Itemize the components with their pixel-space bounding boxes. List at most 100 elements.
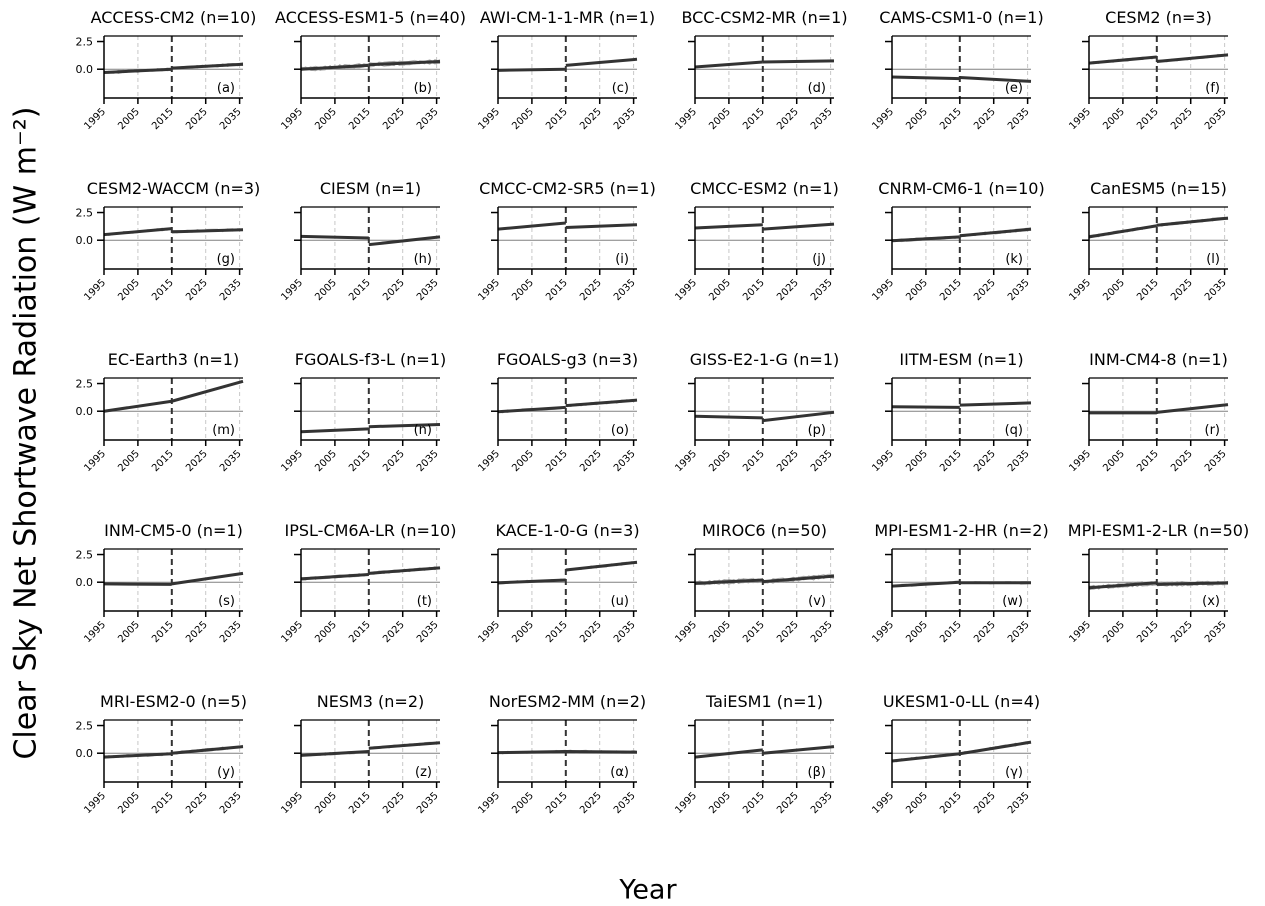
panel-title: ACCESS-ESM1-5 (n=40) xyxy=(275,8,466,27)
future-mean-line xyxy=(959,401,1032,407)
panel-title: CESM2 (n=3) xyxy=(1105,8,1212,27)
future-mean-line xyxy=(959,740,1032,756)
x-tick-label: 2005 xyxy=(116,790,142,816)
panel: INM-CM5-0 (n=1) 2.5 0.0 1995 2005 2015 2025 203… xyxy=(76,521,244,645)
x-tick-label: 2005 xyxy=(1101,106,1127,132)
x-tick-label: 1995 xyxy=(279,619,305,645)
y-tick-label: 2.5 xyxy=(76,549,94,562)
x-tick-label: 1995 xyxy=(476,277,502,303)
x-tick-label: 2035 xyxy=(1203,619,1229,645)
future-mean-line xyxy=(565,750,638,754)
x-tick-label: 1995 xyxy=(870,619,896,645)
historical-mean-line xyxy=(1088,224,1158,239)
panel: CanESM5 (n=15) 1995 2005 2015 2025 2035 (l) xyxy=(1067,179,1228,303)
x-tick-label: 2015 xyxy=(1135,277,1161,303)
panel-letter: (β) xyxy=(808,765,826,780)
panel-letter: (q) xyxy=(1005,423,1023,438)
panel-title: AWI-CM-1-1-MR (n=1) xyxy=(480,8,655,27)
future-mean-line xyxy=(171,745,244,755)
future-mean-line xyxy=(368,423,441,429)
x-tick-label: 2015 xyxy=(347,619,373,645)
x-tick-label: 2035 xyxy=(218,790,244,816)
x-tick-label: 2025 xyxy=(775,277,801,303)
x-tick-label: 2005 xyxy=(313,619,339,645)
y-tick-label: 2.5 xyxy=(76,36,94,49)
x-tick-label: 1995 xyxy=(673,106,699,132)
historical-mean-line xyxy=(1088,581,1157,590)
panel: BCC-CSM2-MR (n=1) 1995 2005 2015 2025 2035 (d) xyxy=(673,8,847,132)
x-tick-label: 2035 xyxy=(1006,277,1032,303)
x-tick-label: 2005 xyxy=(313,277,339,303)
panel: MPI-ESM1-2-LR (n=50) 1995 2005 2015 2025 2035… xyxy=(1067,521,1249,645)
x-tick-label: 2035 xyxy=(415,619,441,645)
future-mean-line xyxy=(368,59,441,67)
panel-letter: (y) xyxy=(217,765,235,780)
x-tick-label: 2015 xyxy=(544,619,570,645)
x-tick-label: 2005 xyxy=(1101,277,1127,303)
x-tick-label: 2015 xyxy=(347,448,373,474)
future-mean-line xyxy=(565,560,638,572)
x-tick-label: 1995 xyxy=(279,790,305,816)
panel-letter: (r) xyxy=(1205,423,1221,438)
panel-title: ACCESS-CM2 (n=10) xyxy=(91,8,257,27)
x-tick-label: 2025 xyxy=(972,790,998,816)
panel-title: MRI-ESM2-0 (n=5) xyxy=(100,692,247,711)
x-tick-label: 2005 xyxy=(116,277,142,303)
panel: MRI-ESM2-0 (n=5) 2.5 0.0 1995 2005 2015 2025 20… xyxy=(76,692,247,816)
x-tick-label: 1995 xyxy=(673,277,699,303)
x-tick-label: 2015 xyxy=(150,277,176,303)
x-tick-label: 2005 xyxy=(116,448,142,474)
x-tick-label: 2025 xyxy=(578,790,604,816)
future-mean-line xyxy=(368,741,441,750)
y-tick-label: 0.0 xyxy=(76,576,94,589)
x-tick-label: 2005 xyxy=(904,790,930,816)
panel-title: UKESM1-0-LL (n=4) xyxy=(883,692,1040,711)
x-tick-label: 2035 xyxy=(415,790,441,816)
x-tick-label: 2015 xyxy=(544,790,570,816)
panel-letter: (h) xyxy=(414,252,432,267)
x-tick-label: 2035 xyxy=(809,277,835,303)
historical-mean-line xyxy=(1088,55,1157,65)
historical-mean-line xyxy=(497,578,566,585)
x-tick-label: 2035 xyxy=(612,106,638,132)
y-tick-label: 2.5 xyxy=(76,720,94,733)
panel: IITM-ESM (n=1) 1995 2005 2015 2025 2035 (q) xyxy=(870,350,1031,474)
panel: UKESM1-0-LL (n=4) 1995 2005 2015 2025 2035 (γ) xyxy=(870,692,1040,816)
panel-letter: (v) xyxy=(808,594,826,609)
panel-title: TaiESM1 (n=1) xyxy=(705,692,823,711)
x-tick-label: 2025 xyxy=(381,790,407,816)
panel-letter: (m) xyxy=(212,423,235,438)
historical-mean-line xyxy=(694,578,763,585)
x-tick-label: 2015 xyxy=(1135,106,1161,132)
x-tick-label: 2005 xyxy=(116,619,142,645)
x-tick-label: 2005 xyxy=(313,790,339,816)
x-tick-label: 1995 xyxy=(82,619,108,645)
panel-title: BCC-CSM2-MR (n=1) xyxy=(681,8,847,27)
historical-mean-line xyxy=(300,427,369,434)
panel: ACCESS-ESM1-5 (n=40) 1995 2005 2015 2025 2035… xyxy=(275,8,466,132)
x-tick-label: 2035 xyxy=(218,277,244,303)
x-tick-label: 2035 xyxy=(415,448,441,474)
historical-mean-line xyxy=(891,405,960,409)
historical-mean-line xyxy=(103,227,172,237)
x-tick-label: 2005 xyxy=(1101,448,1127,474)
x-tick-label: 2035 xyxy=(1006,448,1032,474)
panel-letter: (b) xyxy=(414,81,432,96)
panel: MIROC6 (n=50) 1995 2005 2015 2025 2035 (v) xyxy=(673,521,834,645)
x-tick-label: 2025 xyxy=(184,790,210,816)
future-mean-line xyxy=(565,57,638,67)
x-tick-label: 2025 xyxy=(972,277,998,303)
x-tick-label: 1995 xyxy=(870,790,896,816)
future-mean-line xyxy=(762,222,835,231)
x-tick-label: 2015 xyxy=(741,619,767,645)
future-mean-line xyxy=(762,745,835,755)
panel: NorESM2-MM (n=2) 1995 2005 2015 2025 2035 (α) xyxy=(476,692,646,816)
panel-title: FGOALS-g3 (n=3) xyxy=(497,350,638,369)
future-mean-line xyxy=(171,62,244,70)
x-tick-label: 2025 xyxy=(184,448,210,474)
historical-mean-line xyxy=(300,572,369,581)
panel-letter: (j) xyxy=(812,252,826,267)
x-tick-label: 1995 xyxy=(870,448,896,474)
x-tick-label: 2015 xyxy=(544,448,570,474)
